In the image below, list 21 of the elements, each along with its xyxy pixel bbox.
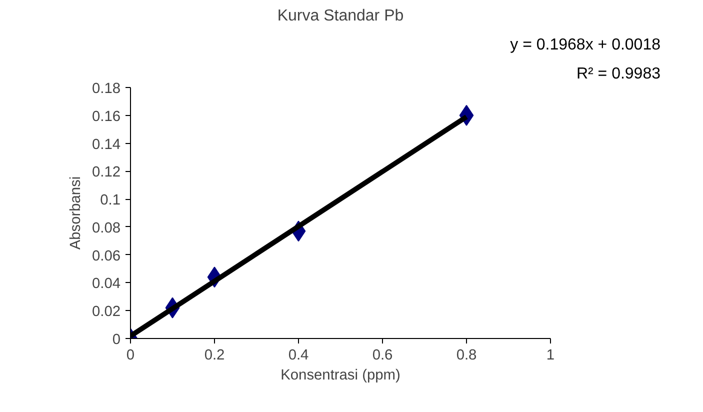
x-tick-label: 0.4 (288, 348, 309, 364)
text: R² = 0.9983 (576, 66, 661, 82)
y-tick-label: 0.08 (92, 220, 121, 236)
y-tick-label: 0.02 (92, 304, 121, 320)
y-tick-label: 0.18 (92, 81, 121, 97)
y-axis-title: Absorbansi (68, 176, 84, 250)
y-tick-label: 0.1 (100, 192, 120, 209)
x-axis-title: Konsentrasi (ppm) (280, 368, 400, 384)
text: y = 0.1968x + 0.0018 (510, 36, 661, 54)
y-tick-label: 0 (112, 332, 121, 348)
chart-title: Kurva Standar Pb (277, 8, 404, 24)
x-tick-label: 0.8 (456, 348, 477, 364)
y-tick-label: 0.06 (92, 248, 121, 264)
y-tick-label: 0.12 (92, 164, 121, 181)
y-tick-label: 0.04 (92, 276, 121, 292)
x-tick-label: 0 (126, 348, 135, 364)
x-tick-label: 0.6 (372, 348, 393, 364)
y-tick-label: 0.16 (92, 108, 121, 125)
x-tick-label: 0.2 (204, 348, 225, 364)
y-tick-label: 0.14 (92, 136, 121, 153)
x-tick-label: 1 (546, 348, 555, 364)
